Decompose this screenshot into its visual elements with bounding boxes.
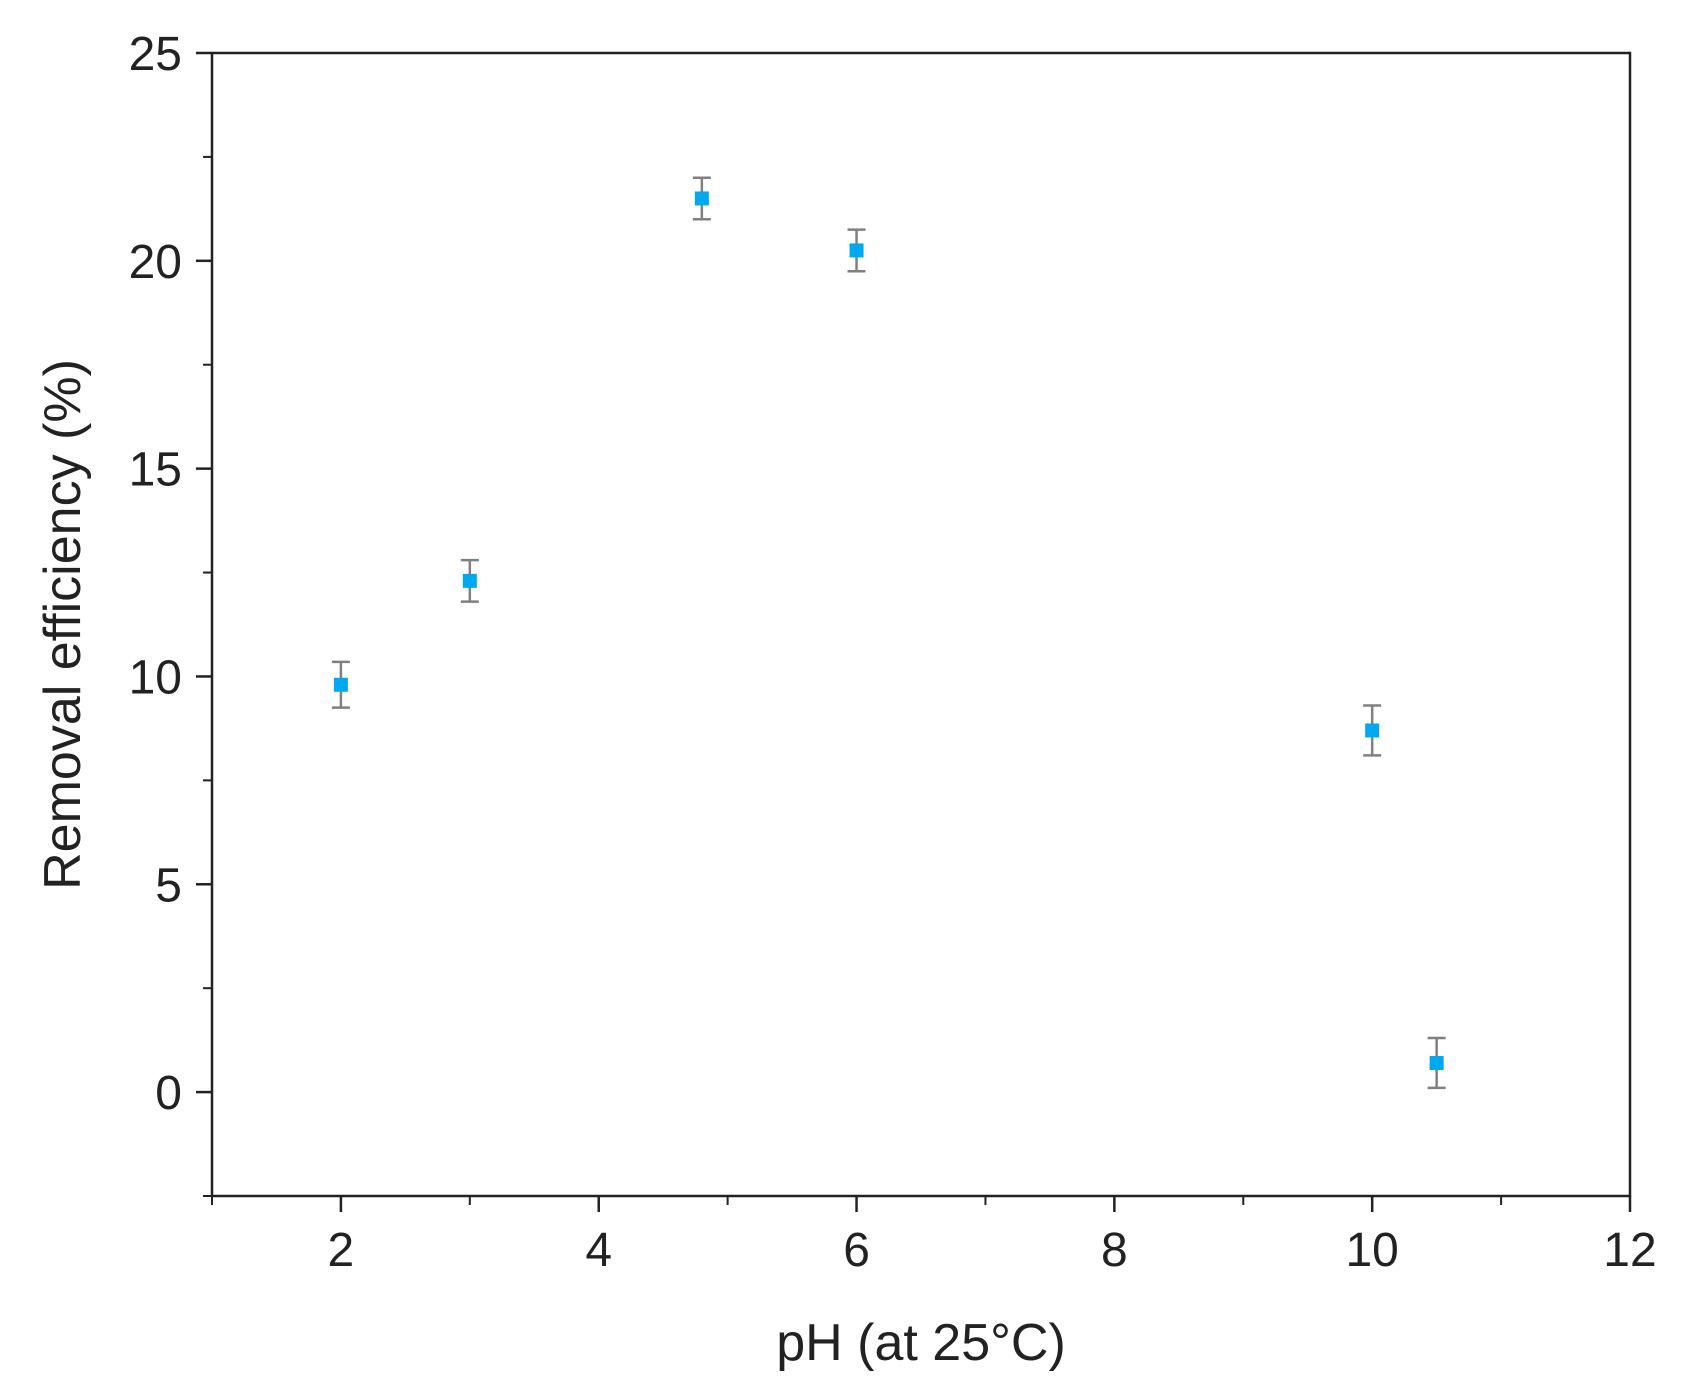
plot-frame (210, 51, 1632, 1198)
y-tick-label: 10 (129, 651, 182, 704)
y-axis-title: Removal efficiency (%) (34, 359, 92, 890)
axes (210, 51, 1632, 1198)
data-point (1365, 723, 1380, 738)
data-points (333, 191, 1444, 1070)
data-point (333, 677, 348, 692)
y-tick-label: 0 (155, 1067, 182, 1120)
y-tick-label: 20 (129, 236, 182, 289)
ticks: 2 4 6 8 10 12 0 5 10 15 20 25 (129, 28, 1657, 1277)
data-point (694, 191, 709, 206)
y-tick-label: 25 (129, 28, 182, 81)
error-bars (331, 176, 1446, 1090)
y-tick-label: 5 (155, 859, 182, 912)
x-tick-label: 12 (1603, 1224, 1656, 1277)
x-tick-label: 10 (1345, 1224, 1398, 1277)
data-point (849, 243, 864, 258)
x-tick-label: 2 (328, 1224, 355, 1277)
x-tick-label: 8 (1101, 1224, 1128, 1277)
data-point (1429, 1055, 1444, 1070)
x-axis-title: pH (at 25°C) (776, 1314, 1066, 1372)
x-tick-label: 4 (585, 1224, 612, 1277)
data-point (462, 573, 477, 588)
x-tick-label: 6 (843, 1224, 870, 1277)
y-tick-label: 15 (129, 444, 182, 497)
